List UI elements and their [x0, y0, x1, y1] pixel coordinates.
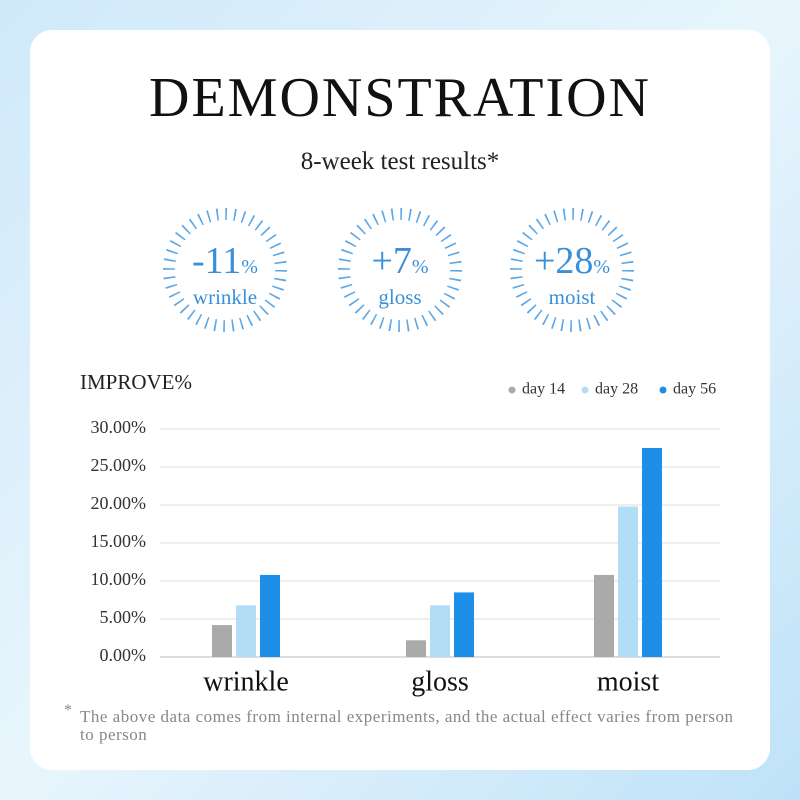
footnote-mark: * — [64, 702, 73, 719]
y-tick-label: 0.00% — [100, 645, 147, 665]
legend-swatch — [581, 386, 589, 394]
bar — [212, 625, 232, 657]
y-tick-label: 25.00% — [91, 455, 147, 475]
badge-unit: % — [593, 256, 611, 278]
x-tick-label: gloss — [411, 666, 469, 697]
footnote: * The above data comes from internal exp… — [64, 702, 748, 744]
y-tick-label: 20.00% — [91, 493, 147, 513]
badge-label: moist — [548, 285, 596, 309]
badge-value: +28 — [533, 240, 594, 282]
subtitle: 8-week test results* — [300, 148, 500, 175]
y-tick-label: 30.00% — [91, 417, 147, 437]
legend-swatch — [659, 386, 667, 394]
bar — [236, 605, 256, 657]
badge-number: +7% — [335, 239, 465, 283]
y-tick-label: 15.00% — [91, 531, 147, 551]
y-tick-label: 5.00% — [100, 607, 147, 627]
badge-ring — [338, 208, 462, 332]
x-tick-label: moist — [597, 666, 659, 697]
legend-label: day 14 — [522, 381, 565, 398]
legend-label: day 56 — [673, 381, 716, 398]
badge-number: +28% — [507, 239, 637, 283]
bar — [618, 506, 638, 657]
bar — [260, 574, 280, 657]
title: DEMONSTRATION — [149, 67, 651, 129]
bar — [406, 640, 426, 657]
badge: +7% gloss — [335, 205, 465, 335]
badge: -11% wrinkle — [160, 205, 290, 335]
badge-number: -11% — [160, 239, 290, 283]
badge-ring — [163, 208, 287, 332]
chart-title: IMPROVE% — [80, 370, 192, 394]
badge-label: wrinkle — [192, 285, 258, 309]
legend-swatch — [508, 386, 516, 394]
bar — [642, 448, 662, 657]
badge-value: +7 — [371, 240, 412, 282]
bar — [430, 605, 450, 657]
badge-unit: % — [241, 256, 258, 278]
bar — [594, 574, 614, 657]
badge-unit: % — [411, 256, 429, 278]
badge-label: gloss — [378, 285, 422, 309]
legend-label: day 28 — [595, 381, 638, 398]
x-tick-label: wrinkle — [203, 666, 289, 697]
y-tick-label: 10.00% — [91, 569, 147, 589]
footnote-text: The above data comes from internal exper… — [80, 707, 734, 744]
badge-value: -11 — [192, 240, 242, 282]
bar — [454, 592, 474, 657]
badge-ring — [510, 208, 634, 332]
badge: +28% moist — [507, 205, 637, 335]
